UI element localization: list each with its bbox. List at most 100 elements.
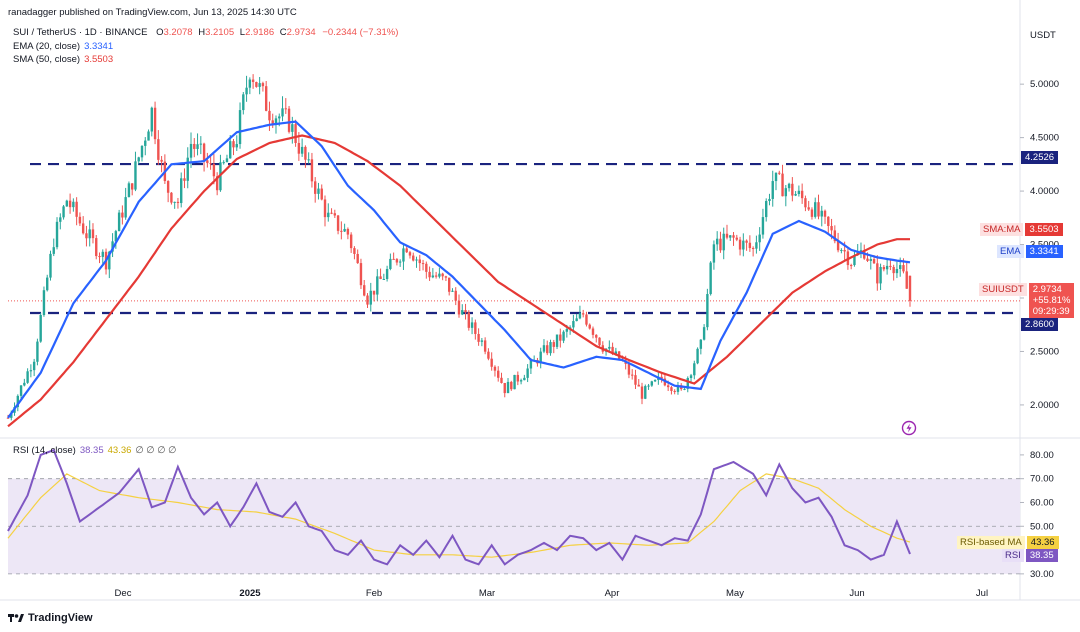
candle-body xyxy=(189,143,193,158)
candle-body xyxy=(575,318,578,322)
candle-body xyxy=(447,277,451,292)
candle-body xyxy=(666,385,670,388)
candle-body xyxy=(137,157,140,162)
close-label: C xyxy=(279,27,287,38)
candle-body xyxy=(238,110,242,145)
candle-body xyxy=(330,212,333,214)
candle-body xyxy=(261,83,265,87)
candle-body xyxy=(157,139,160,160)
candle-body xyxy=(823,210,827,217)
candle-body xyxy=(872,259,876,264)
candle-body xyxy=(732,235,735,238)
ema-badge-label: EMA xyxy=(997,245,1024,258)
tradingview-brand[interactable]: TradingView xyxy=(8,612,93,624)
candle-body xyxy=(333,213,337,216)
sma-price-badge: SMA:MA 3.5503 xyxy=(980,223,1063,236)
candle-body xyxy=(294,124,297,144)
candle-body xyxy=(121,212,124,218)
candle-body xyxy=(405,248,408,253)
candle-body xyxy=(706,294,709,328)
candle-body xyxy=(784,188,788,197)
rsi-ma-legend-value: 43.36 xyxy=(107,445,132,456)
change-value: −0.2344 (−7.31%) xyxy=(322,27,399,38)
sma-legend[interactable]: SMA (50, close) 3.5503 xyxy=(13,53,113,66)
price-tick-label: 2.0000 xyxy=(1030,400,1059,411)
candle-body xyxy=(229,141,232,159)
candle-body xyxy=(670,387,673,391)
candle-body xyxy=(170,192,173,203)
candle-body xyxy=(768,198,771,202)
candle-body xyxy=(98,256,101,258)
candle-body xyxy=(72,201,75,208)
candle-body xyxy=(186,157,189,181)
candle-body xyxy=(493,366,497,371)
candle-body xyxy=(797,190,801,195)
candle-body xyxy=(366,295,369,305)
candle-body xyxy=(712,244,716,263)
candle-body xyxy=(193,143,196,149)
candle-body xyxy=(461,310,464,315)
symbol-name[interactable]: SUI / TetherUS · 1D · BINANCE xyxy=(13,27,148,38)
candle-body xyxy=(81,223,85,234)
candle-body xyxy=(117,212,121,232)
candle-body xyxy=(483,340,487,352)
candle-body xyxy=(467,312,471,328)
rsi-legend[interactable]: RSI (14, close) 38.35 43.36 ∅ ∅ ∅ ∅ xyxy=(13,444,176,457)
tradingview-brand-text: TradingView xyxy=(28,612,93,624)
candle-body xyxy=(905,271,908,289)
sma-legend-label: SMA (50, close) xyxy=(13,54,81,65)
candle-body xyxy=(882,267,886,270)
event-marker-icon[interactable] xyxy=(901,420,917,436)
rsi-tick-label: 50.00 xyxy=(1030,521,1054,532)
candle-body xyxy=(127,183,131,198)
candle-body xyxy=(634,375,637,385)
candle-body xyxy=(477,333,480,342)
candle-body xyxy=(595,334,598,338)
sma-badge-label: SMA:MA xyxy=(980,223,1024,236)
candle-body xyxy=(268,110,271,121)
candle-body xyxy=(147,131,150,141)
candle-body xyxy=(353,248,356,254)
candle-body xyxy=(111,241,114,252)
currency-label[interactable]: USDT xyxy=(1030,30,1056,41)
low-label: L xyxy=(239,27,246,38)
candle-body xyxy=(320,188,323,200)
candle-body xyxy=(327,212,330,218)
candle-body xyxy=(124,197,127,218)
candle-body xyxy=(206,160,209,164)
candle-body xyxy=(251,79,255,83)
rsi-tick-label: 70.00 xyxy=(1030,474,1054,485)
high-value: 3.2105 xyxy=(205,27,235,38)
candle-body xyxy=(898,265,902,269)
candle-body xyxy=(774,172,778,182)
candle-body xyxy=(503,382,506,394)
candle-body xyxy=(510,381,513,390)
candles-group xyxy=(6,74,912,421)
rsi-tick-label: 80.00 xyxy=(1030,450,1054,461)
candle-body xyxy=(26,371,29,383)
ema-legend-value: 3.3341 xyxy=(84,41,114,52)
sma50-line xyxy=(7,134,910,428)
candle-body xyxy=(291,124,294,132)
candle-body xyxy=(176,201,180,204)
ema-legend[interactable]: EMA (20, close) 3.3341 xyxy=(13,40,113,53)
candle-body xyxy=(323,199,327,218)
candle-body xyxy=(833,230,837,242)
candle-body xyxy=(513,374,516,390)
candle-body xyxy=(523,377,526,381)
low-value: 2.9186 xyxy=(245,27,275,38)
candle-body xyxy=(52,247,55,254)
time-tick-label: Jun xyxy=(849,588,864,599)
high-label: H xyxy=(198,27,206,38)
candle-body xyxy=(807,207,810,210)
candle-body xyxy=(222,162,225,164)
candle-body xyxy=(160,159,163,162)
candle-body xyxy=(892,267,895,274)
candle-body xyxy=(546,345,549,354)
candle-body xyxy=(55,221,59,248)
candle-body xyxy=(444,276,448,278)
candle-body xyxy=(258,83,261,87)
rsi-ma-badge-label: RSI-based MA xyxy=(957,536,1025,549)
candle-body xyxy=(297,143,301,154)
